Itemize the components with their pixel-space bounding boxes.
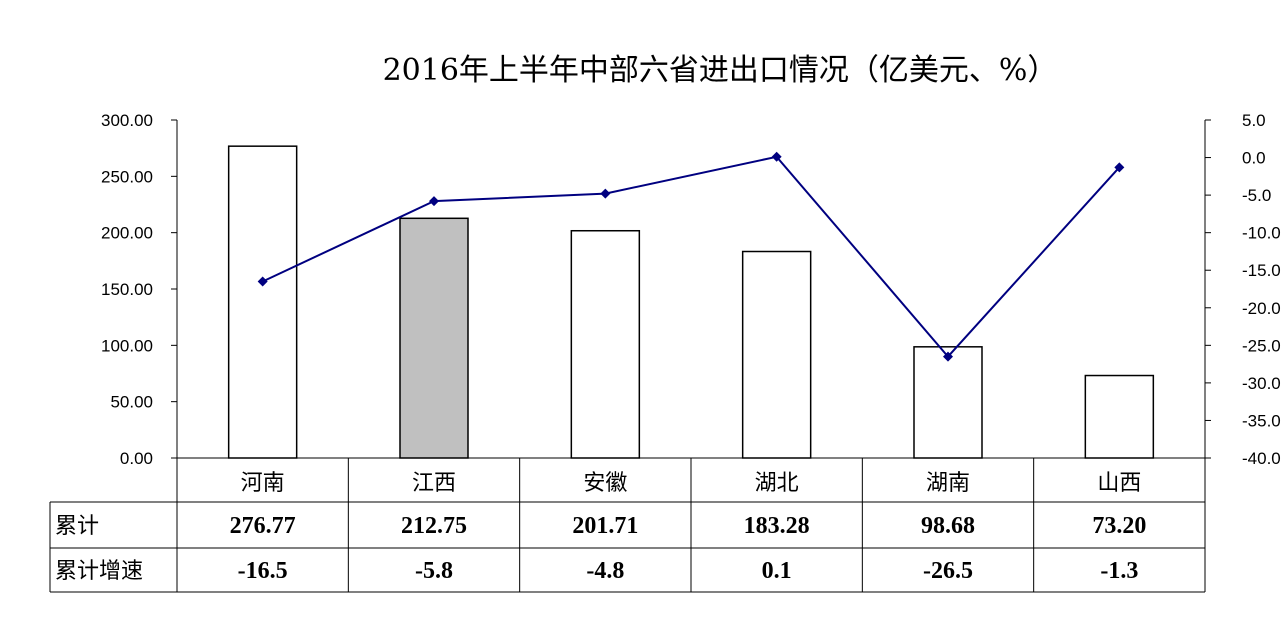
table-cell: -26.5	[923, 558, 973, 584]
right-axis-tick-label: -15.0	[1242, 261, 1281, 280]
growth-point-湖南	[943, 351, 953, 362]
right-axis-tick-label: 0.0	[1242, 149, 1266, 168]
table-cell: 201.71	[572, 513, 638, 539]
growth-line	[262, 155, 1121, 359]
growth-point-山西	[1114, 162, 1125, 173]
table-cell: -1.3	[1100, 558, 1138, 584]
table-cell: 183.28	[744, 513, 810, 539]
table-cell: 98.68	[921, 513, 975, 539]
row-header: 累计	[55, 514, 99, 539]
table-cell: -4.8	[586, 558, 624, 584]
table-cell: 73.20	[1092, 513, 1146, 539]
right-axis-tick-label: -20.0	[1242, 299, 1281, 318]
table-cell: 212.75	[401, 513, 467, 539]
category-label: 江西	[412, 471, 456, 496]
bar-河南	[227, 145, 298, 459]
bar-山西	[1084, 374, 1155, 459]
growth-point-湖北	[771, 151, 782, 162]
right-axis-tick-label: -30.0	[1242, 374, 1281, 393]
right-axis-tick-label: -35.0	[1242, 411, 1281, 430]
left-axis-tick-label: 100.00	[101, 336, 153, 355]
right-axis-tick-label: -40.0	[1242, 449, 1281, 468]
category-label: 安徽	[583, 471, 627, 496]
growth-point-河南	[257, 276, 268, 287]
axes: 0.00 50.00 100.00 150.00 200.00 250.00 300.00 -…	[101, 111, 1281, 468]
table-cell: -5.8	[415, 558, 453, 584]
chart-title: 2016年上半年中部六省进出口情况（亿美元、%）	[383, 53, 1058, 88]
line-series	[257, 151, 1125, 362]
table-cell: 276.77	[230, 513, 296, 539]
bar-series	[227, 145, 1155, 459]
left-axis-tick-label: 200.00	[101, 224, 153, 243]
left-axis-tick-label: 150.00	[101, 280, 153, 299]
category-label: 山西	[1097, 471, 1141, 496]
category-label: 湖南	[926, 471, 970, 496]
right-axis-tick-label: -25.0	[1242, 336, 1281, 355]
table-cell: 0.1	[762, 558, 792, 584]
bar-湖北	[741, 250, 812, 459]
right-axis-tick-label: -5.0	[1242, 186, 1271, 205]
category-label: 河南	[241, 471, 285, 496]
left-axis-tick-label: 50.00	[110, 393, 153, 412]
category-label: 湖北	[755, 471, 799, 496]
bar-安徽	[570, 229, 641, 459]
left-axis-tick-label: 300.00	[101, 111, 153, 130]
right-axis-tick-label: 5.0	[1242, 111, 1266, 130]
growth-point-江西	[429, 196, 439, 207]
growth-point-安徽	[600, 188, 611, 199]
left-axis-tick-label: 0.00	[120, 449, 153, 468]
left-axis-tick-label: 250.00	[101, 167, 153, 186]
bar-江西	[399, 217, 469, 459]
bar-湖南	[913, 346, 983, 459]
table-cell: -16.5	[238, 558, 288, 584]
right-axis-tick-label: -10.0	[1242, 224, 1281, 243]
row-header: 累计增速	[55, 559, 143, 584]
